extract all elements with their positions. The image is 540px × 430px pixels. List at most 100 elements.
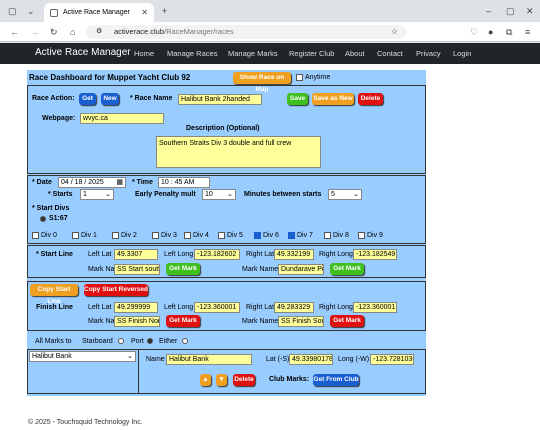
copy-start-reversed-button[interactable]: Copy Start Reversed <box>84 284 148 296</box>
div-3-checkbox[interactable] <box>152 232 159 239</box>
finish-right-lat-input[interactable]: 49.283329 <box>274 302 314 313</box>
port-label: Port <box>131 338 144 345</box>
description-textarea[interactable]: Southern Straits Div 3 double and full c… <box>156 136 321 168</box>
div-1-checkbox[interactable] <box>72 232 79 239</box>
webpage-input[interactable]: wvyc.ca <box>80 113 164 124</box>
webpage-label: Webpage: <box>42 115 76 122</box>
home-icon[interactable]: ⌂ <box>70 27 76 37</box>
start-left-mark-label: Mark Name <box>88 266 125 273</box>
finish-left-long-input[interactable]: -123.360001 <box>194 302 240 313</box>
div-5-checkbox[interactable] <box>218 232 225 239</box>
finish-left-get-mark-button[interactable]: Get Mark <box>166 315 200 327</box>
finish-left-mark-input[interactable]: SS Finish North <box>114 316 160 327</box>
div-7-checkbox[interactable] <box>288 232 295 239</box>
anytime-checkbox[interactable] <box>296 74 303 81</box>
back-icon[interactable]: ← <box>10 27 19 37</box>
time-input[interactable]: 10 : 45 AM <box>158 177 210 188</box>
start-option-radio[interactable] <box>40 216 46 222</box>
starts-select[interactable]: 1 ⌄ <box>80 189 114 200</box>
mark-lat-input[interactable]: 49.33980178 <box>289 354 333 365</box>
nav-home[interactable]: Home <box>134 49 155 58</box>
window-menu-icon[interactable]: ▢ <box>8 6 17 16</box>
nav-register-club[interactable]: Register Club <box>289 49 335 58</box>
new-tab-icon[interactable]: + <box>162 6 168 16</box>
date-input[interactable]: 04 / 18 / 2025 ▦ <box>58 177 126 188</box>
move-down-button[interactable]: ▼ <box>216 374 227 386</box>
div-6-checkbox[interactable] <box>254 232 261 239</box>
extensions-icon[interactable]: ⧉ <box>506 27 513 37</box>
starboard-radio[interactable] <box>118 338 124 344</box>
race-dashboard-panel: Race Dashboard for Muppet Yacht Club 92 … <box>27 70 426 396</box>
tab-list-icon[interactable]: ⌄ <box>27 6 35 16</box>
start-left-get-mark-button[interactable]: Get Mark <box>166 263 200 275</box>
marks-list[interactable]: Halibut Bank ⌄ <box>29 351 136 362</box>
date-value: 04 / 18 / 2025 <box>61 179 104 186</box>
get-from-club-button[interactable]: Get From Club <box>313 374 359 386</box>
minimize-icon[interactable]: – <box>486 6 492 16</box>
forward-icon[interactable]: → <box>30 27 39 37</box>
start-right-lat-input[interactable]: 49.332199 <box>274 249 314 260</box>
div-8-checkbox[interactable] <box>324 232 331 239</box>
start-divs-label: * Start Divs <box>32 205 70 212</box>
account-icon[interactable]: ● <box>488 27 494 37</box>
all-marks-label: All Marks to <box>35 338 72 345</box>
favicon-icon <box>50 8 58 17</box>
race-name-input[interactable]: Halibut Bank 2handed <box>178 94 262 105</box>
div-9-label: Div 9 <box>367 232 383 239</box>
close-window-icon[interactable]: ✕ <box>526 6 534 16</box>
get-race-button[interactable]: Get <box>79 93 96 105</box>
finish-right-mark-input[interactable]: SS Finish South <box>278 316 324 327</box>
start-right-get-mark-button[interactable]: Get Mark <box>330 263 364 275</box>
penalty-select[interactable]: 10 ⌄ <box>202 189 236 200</box>
start-left-mark-input[interactable]: SS Start south <box>114 264 160 275</box>
delete-race-button[interactable]: Delete <box>358 93 383 105</box>
calendar-icon[interactable]: ▦ <box>116 179 123 186</box>
div-4-checkbox[interactable] <box>184 232 191 239</box>
pocket-icon[interactable]: ♡ <box>470 27 479 37</box>
finish-right-long-input[interactable]: -123.360001 <box>353 302 397 313</box>
tab-close-icon[interactable]: ✕ <box>141 8 148 17</box>
finish-right-lat-label: Right Lat <box>246 304 275 311</box>
div-9-checkbox[interactable] <box>358 232 365 239</box>
start-left-lat-input[interactable]: 49.3307 <box>114 249 158 260</box>
site-info-icon[interactable]: ⚙ <box>96 28 103 35</box>
nav-privacy[interactable]: Privacy <box>416 49 441 58</box>
finish-right-mark-label: Mark Name <box>242 318 279 325</box>
menu-icon[interactable]: ≡ <box>525 27 531 37</box>
div-2-checkbox[interactable] <box>112 232 119 239</box>
reload-icon[interactable]: ↻ <box>50 27 58 37</box>
brand-link[interactable]: Active Race Manager <box>35 47 131 58</box>
nav-about[interactable]: About <box>345 49 365 58</box>
finish-right-get-mark-button[interactable]: Get Mark <box>330 315 364 327</box>
div-0-checkbox[interactable] <box>32 232 39 239</box>
description-label: Description (Optional) <box>186 125 260 132</box>
mark-name-input[interactable]: Halibut Bank <box>166 354 252 365</box>
start-right-long-input[interactable]: -123.182549 <box>353 249 397 260</box>
save-as-new-button[interactable]: Save as New <box>312 93 354 105</box>
div-1-label: Div 1 <box>81 232 97 239</box>
mark-long-input[interactable]: -123.7281036 <box>370 354 414 365</box>
start-right-mark-input[interactable]: Dundarave Pie <box>278 264 324 275</box>
minutes-select[interactable]: 5 ⌄ <box>328 189 362 200</box>
copy-start-line-button[interactable]: Copy Start Line <box>30 284 78 305</box>
move-up-button[interactable]: ▲ <box>200 374 211 386</box>
nav-contact[interactable]: Contact <box>377 49 403 58</box>
browser-tab[interactable]: Active Race Manager ✕ <box>44 3 154 22</box>
address-bar[interactable]: ⚙ activerace.club/RaceManager/races ☆ <box>86 25 406 39</box>
finish-left-lat-input[interactable]: 49.299999 <box>114 302 158 313</box>
maximize-icon[interactable]: ▢ <box>506 6 515 16</box>
race-name-label: * Race Name <box>130 95 173 102</box>
show-race-on-map-button[interactable]: Show Race on Map <box>233 72 291 93</box>
nav-manage-races[interactable]: Manage Races <box>167 49 218 58</box>
port-radio[interactable] <box>147 338 153 344</box>
div-0-label: Div 0 <box>41 232 57 239</box>
start-left-long-input[interactable]: -123.182602 <box>194 249 240 260</box>
delete-mark-button[interactable]: Delete <box>233 374 255 386</box>
bookmark-star-icon[interactable]: ☆ <box>390 27 398 36</box>
save-button[interactable]: Save <box>287 93 308 105</box>
either-radio[interactable] <box>182 338 188 344</box>
minutes-value: 5 <box>331 191 335 198</box>
nav-manage-marks[interactable]: Manage Marks <box>228 49 278 58</box>
nav-login[interactable]: Login <box>453 49 472 58</box>
new-race-button[interactable]: New <box>101 93 119 105</box>
